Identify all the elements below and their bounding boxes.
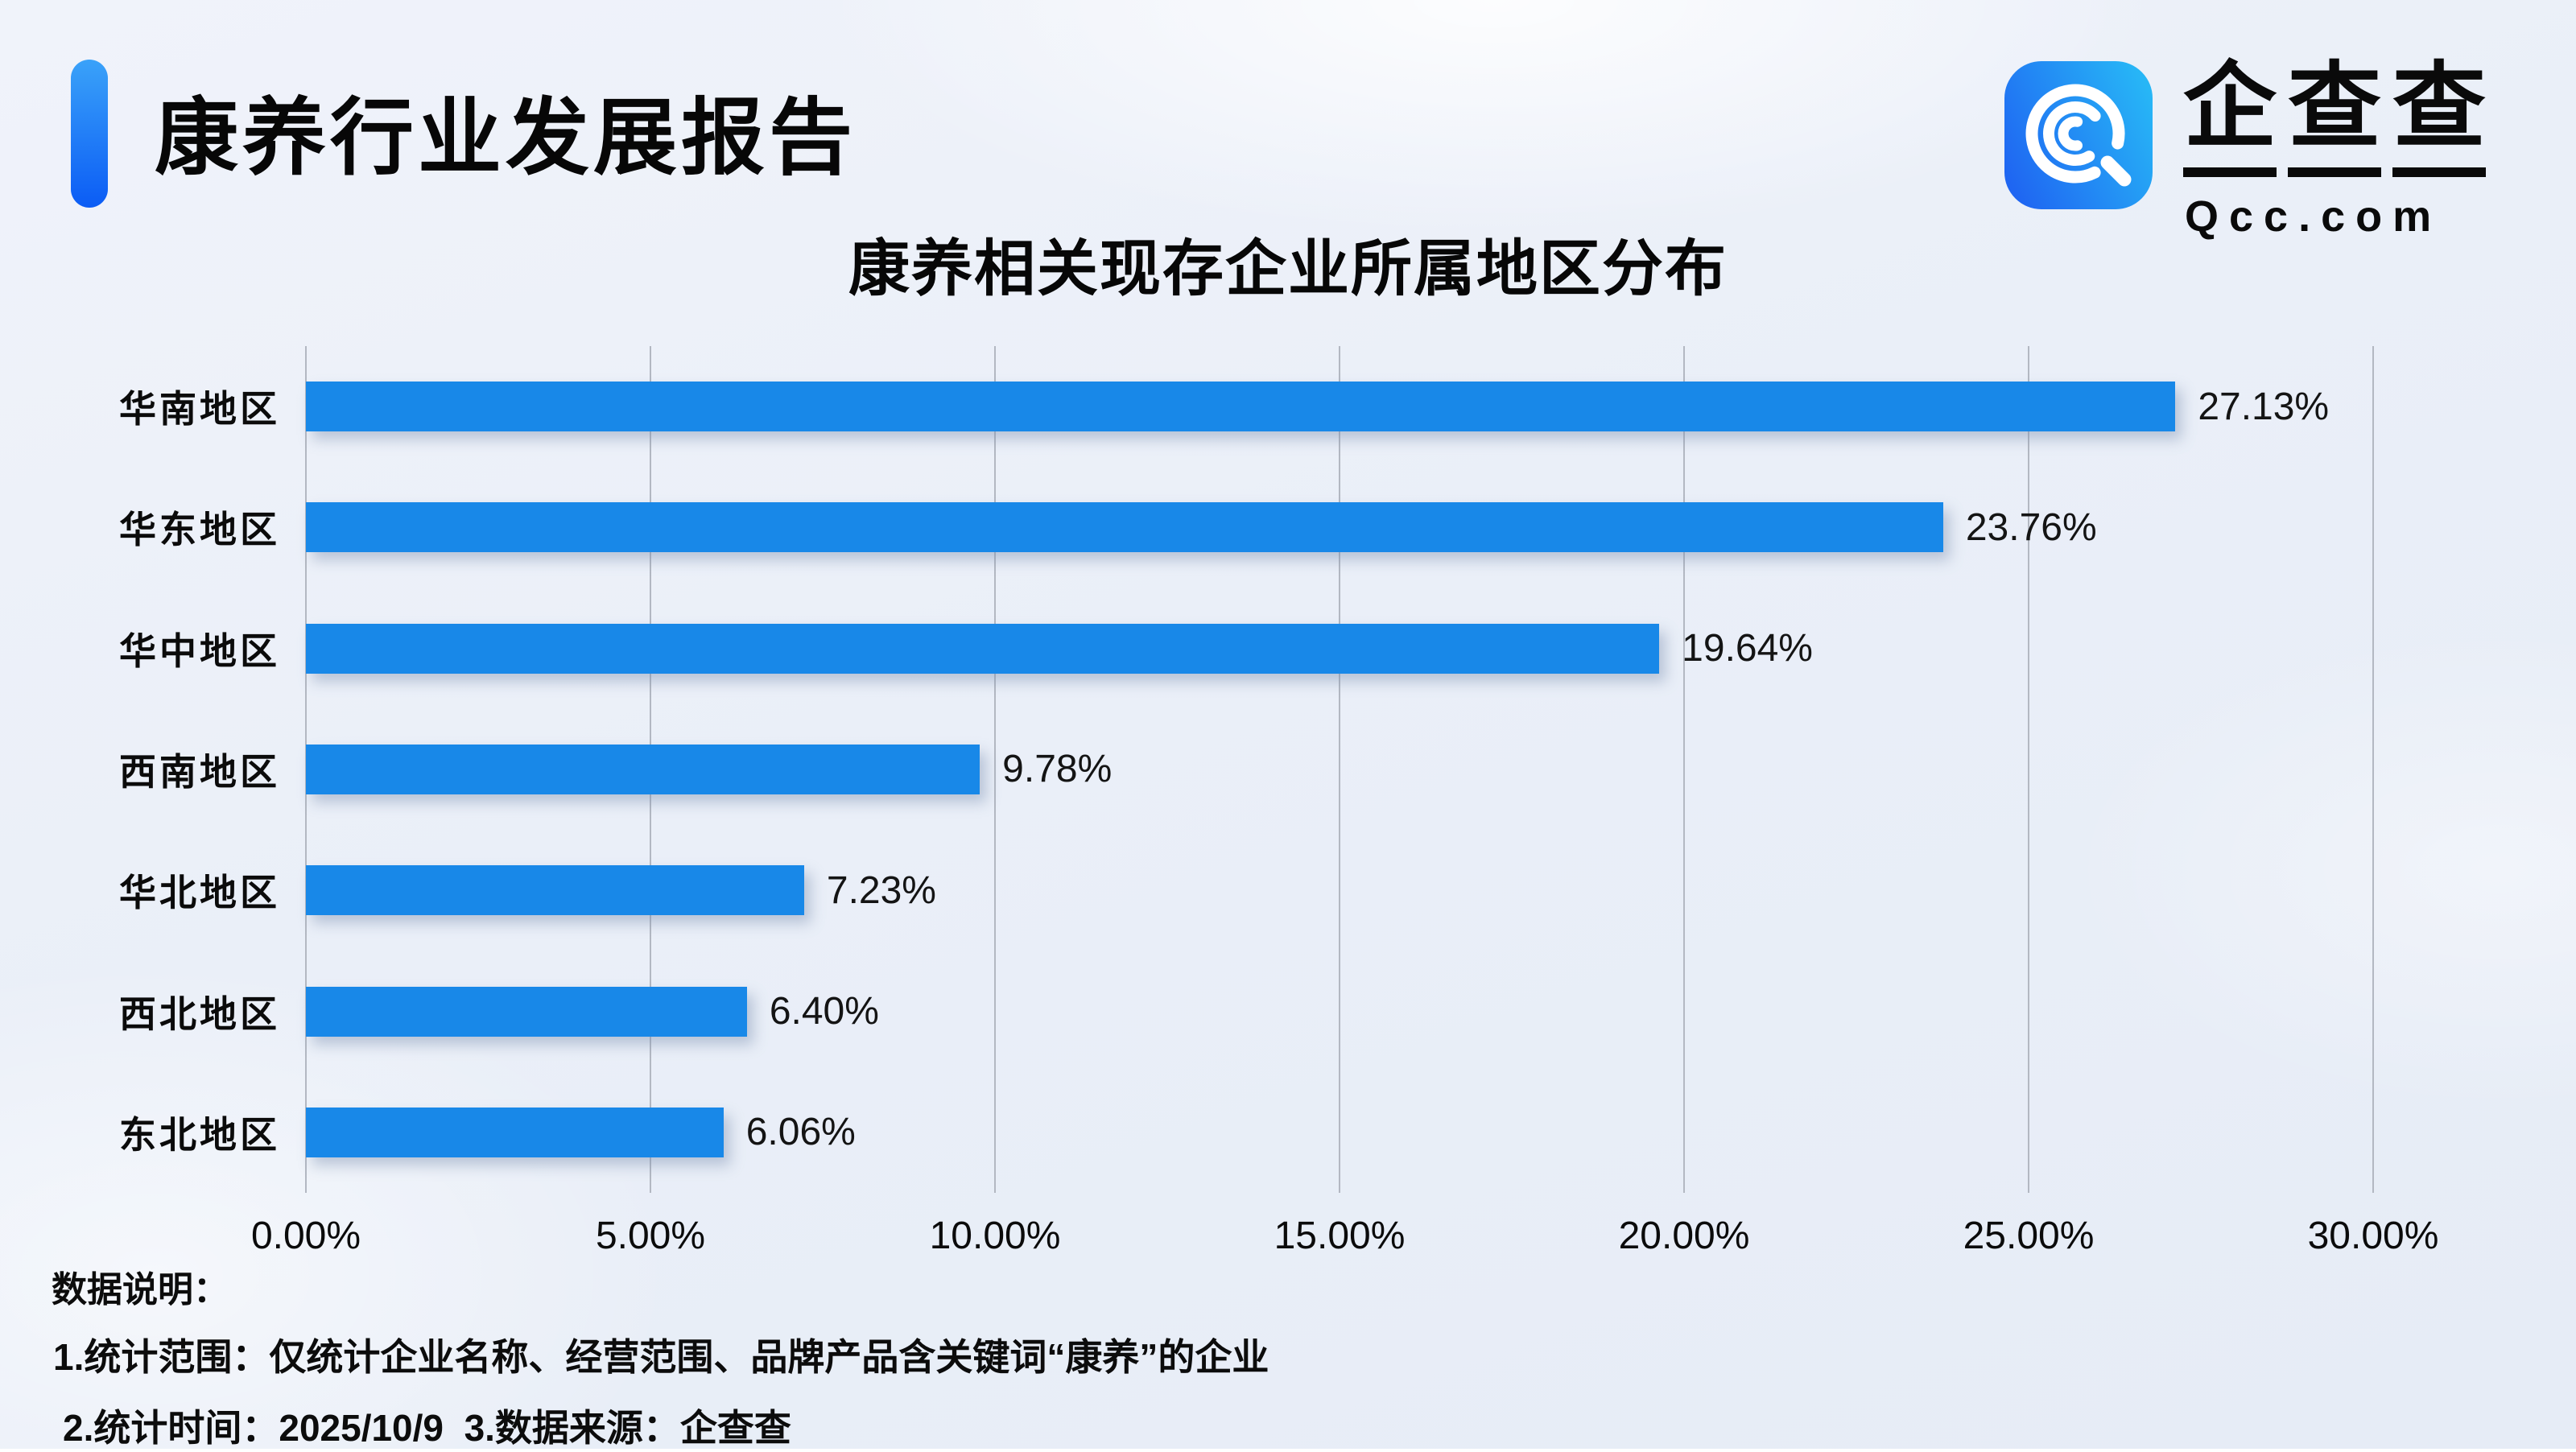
gridline: [1683, 346, 1685, 1193]
category-label: 华中地区: [119, 629, 280, 672]
x-tick-label: 0.00%: [250, 1215, 361, 1257]
value-label: 27.13%: [2198, 385, 2330, 428]
bar: [306, 623, 1660, 674]
qcc-magnifier-icon: [2004, 61, 2153, 209]
value-label: 6.06%: [745, 1111, 856, 1154]
bar-row: 西南地区 9.78%: [119, 709, 2373, 830]
x-tick-label: 20.00%: [1618, 1215, 1750, 1257]
brand-character: 查: [2392, 57, 2486, 177]
gridline: [2028, 346, 2029, 1193]
x-tick-label: 15.00%: [1274, 1215, 1406, 1257]
bar: [306, 1107, 724, 1157]
x-tick-label: 10.00%: [929, 1215, 1061, 1257]
value-label: 19.64%: [1682, 627, 1813, 670]
category-label: 华北地区: [119, 872, 280, 914]
chart-title: 康养相关现存企业所属地区分布: [848, 235, 1728, 303]
qcc-logo: 企查查 Qcc.com: [2004, 57, 2486, 241]
bar-row: 华东地区 23.76%: [119, 467, 2373, 588]
bar: [306, 865, 804, 916]
page-title: 康养行业发展报告: [155, 92, 857, 185]
logo-text: 企查查 Qcc.com: [2183, 57, 2486, 241]
x-tick-label: 5.00%: [595, 1215, 706, 1257]
gridline: [1339, 346, 1340, 1193]
category-label: 东北地区: [119, 1113, 280, 1156]
bar-rows: 华南地区 27.13% 华东地区 23.76% 华中地区 19.64% 西南地区 9.78% 华…: [119, 346, 2373, 1193]
bar: [306, 744, 980, 794]
bar: [306, 986, 747, 1037]
gridline: [2372, 346, 2374, 1193]
x-tick-label: 25.00%: [1963, 1215, 2095, 1257]
footer-note-time-source: 2.统计时间：2025/10/9 3.数据来源：企查查: [63, 1407, 791, 1449]
brand-character: 查: [2288, 57, 2381, 177]
category-label: 华东地区: [119, 509, 280, 551]
value-label: 23.76%: [1965, 505, 2097, 549]
x-axis: 0.00% 5.00% 10.00% 15.00% 20.00% 25.00% 30.00%: [251, 1193, 2438, 1289]
category-label: 西北地区: [119, 992, 280, 1035]
bar-row: 华北地区 7.23%: [119, 830, 2373, 951]
category-label: 华南地区: [119, 388, 280, 431]
value-label: 9.78%: [1002, 748, 1113, 791]
gridline: [994, 346, 996, 1193]
value-label: 7.23%: [826, 868, 936, 912]
bar-row: 东北地区 6.06%: [119, 1072, 2373, 1193]
value-label: 6.40%: [769, 990, 879, 1033]
category-label: 西南地区: [119, 750, 280, 793]
bar-row: 华中地区 19.64%: [119, 588, 2373, 709]
bar: [306, 382, 2176, 432]
logo-brand-cn: 企查查: [2183, 57, 2486, 177]
footer-heading: 数据说明：: [52, 1270, 229, 1310]
bar-row: 华南地区 27.13%: [119, 346, 2373, 467]
bar-chart: 华南地区 27.13% 华东地区 23.76% 华中地区 19.64% 西南地区 9.78% 华…: [119, 346, 2438, 1257]
bar: [306, 502, 1943, 553]
x-tick-label: 30.00%: [2307, 1215, 2439, 1257]
footer-note-scope: 1.统计范围：仅统计企业名称、经营范围、品牌产品含关键词“康养”的企业: [53, 1336, 1269, 1378]
title-accent-bar: [71, 60, 108, 208]
bar-row: 西北地区 6.40%: [119, 951, 2373, 1071]
logo-brand-en: Qcc.com: [2185, 192, 2442, 241]
brand-character: 企: [2183, 57, 2277, 177]
